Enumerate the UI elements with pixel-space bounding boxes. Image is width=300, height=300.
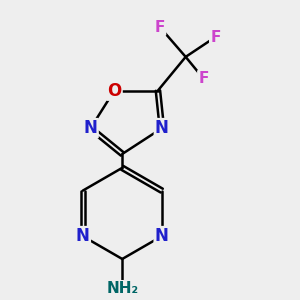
Text: O: O (107, 82, 122, 100)
Text: NH₂: NH₂ (106, 281, 138, 296)
Text: F: F (210, 30, 220, 45)
Text: N: N (84, 119, 98, 137)
Text: N: N (76, 227, 90, 245)
Text: F: F (198, 71, 209, 86)
Text: N: N (155, 227, 169, 245)
Text: F: F (155, 20, 165, 34)
Text: N: N (155, 119, 169, 137)
